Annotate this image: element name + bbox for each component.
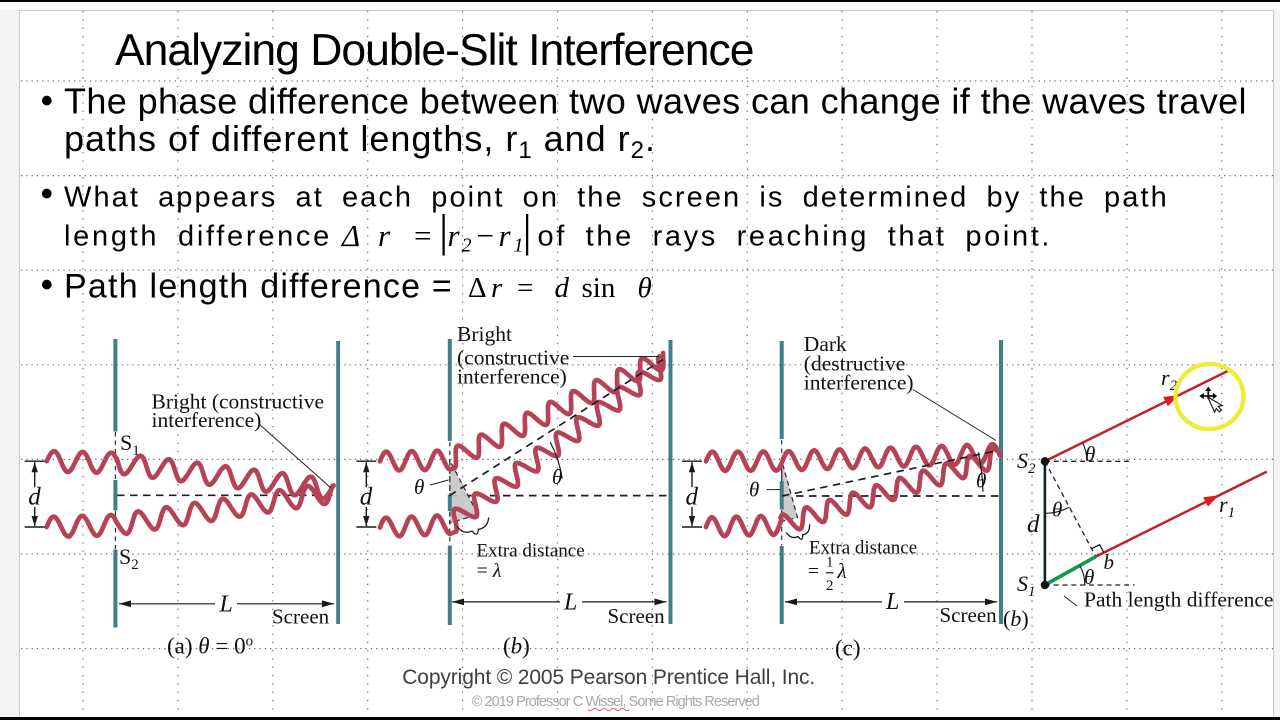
- svg-text:d: d: [686, 484, 699, 511]
- svg-text:Bright: Bright: [457, 322, 512, 346]
- svg-text:θ: θ: [552, 465, 562, 489]
- svg-text:=: =: [414, 218, 431, 253]
- svg-text:Copyright © 2005 Pearson Prent: Copyright © 2005 Pearson Prentice Hall, …: [402, 666, 815, 689]
- svg-text:θ: θ: [414, 475, 424, 499]
- svg-text:L: L: [219, 592, 233, 618]
- svg-text:Analyzing Double-Slit Interfer: Analyzing Double-Slit Interference: [115, 26, 753, 75]
- svg-text:b: b: [1104, 550, 1115, 574]
- svg-text:of the rays reaching that poin: of the rays reaching that point.: [538, 221, 1053, 253]
- svg-text:−: −: [477, 218, 494, 253]
- svg-text:•: •: [41, 80, 54, 121]
- svg-text:The phase difference between t: The phase difference between two waves c…: [64, 81, 1247, 122]
- svg-text:d: d: [555, 272, 570, 304]
- svg-text:1: 1: [514, 235, 524, 257]
- svg-text:d: d: [360, 484, 373, 511]
- svg-text:|: |: [523, 205, 532, 256]
- svg-text:r: r: [448, 218, 461, 253]
- svg-text:θ: θ: [1085, 442, 1095, 466]
- svg-text:|: |: [439, 205, 448, 256]
- svg-text:paths of different lengths, r1: paths of different lengths, r1 and r2.: [64, 118, 656, 164]
- svg-text:(b): (b): [1003, 606, 1029, 631]
- svg-text:•: •: [41, 173, 54, 214]
- svg-text:(b): (b): [503, 634, 530, 659]
- svg-text:θ: θ: [638, 272, 652, 304]
- svg-text:sin: sin: [582, 272, 616, 304]
- svg-text:Extra distance: Extra distance: [477, 541, 585, 562]
- svg-text:Dark: Dark: [804, 332, 847, 356]
- svg-text:λ: λ: [837, 559, 847, 583]
- svg-text:L: L: [885, 589, 899, 615]
- svg-text:Δ: Δ: [468, 272, 487, 304]
- svg-text:Path length difference: Path length difference: [1084, 588, 1273, 612]
- svg-text:Screen: Screen: [940, 603, 998, 627]
- svg-text:length difference: length difference: [64, 221, 332, 253]
- svg-text:=: =: [517, 272, 533, 304]
- svg-text:Extra distance: Extra distance: [809, 538, 917, 559]
- svg-text:1: 1: [826, 555, 834, 571]
- svg-text:•: •: [41, 264, 54, 305]
- svg-text:(a) θ = 0o: (a) θ = 0o: [167, 634, 253, 659]
- svg-text:θ: θ: [976, 469, 986, 493]
- svg-text:(constructive: (constructive: [457, 346, 569, 370]
- svg-text:L: L: [563, 590, 577, 616]
- svg-text:r: r: [491, 272, 503, 304]
- svg-text:© 2019 Professor C Wissel, Som: © 2019 Professor C Wissel, Some Rights R…: [472, 694, 760, 710]
- svg-text:r: r: [499, 218, 512, 253]
- svg-text:= λ: = λ: [477, 560, 502, 582]
- svg-text:θ: θ: [1084, 565, 1094, 589]
- svg-text:Δ: Δ: [340, 218, 360, 253]
- svg-text:Screen: Screen: [272, 605, 330, 629]
- svg-text:(destructive: (destructive: [804, 352, 906, 376]
- svg-text:Screen: Screen: [608, 604, 666, 628]
- svg-text:What appears at each point on: What appears at each point on the screen…: [64, 182, 1169, 214]
- svg-text:d: d: [28, 484, 41, 511]
- svg-text:interference): interference): [457, 365, 567, 389]
- svg-text:Path length difference =: Path length difference =: [64, 268, 453, 306]
- svg-text:2: 2: [462, 235, 472, 257]
- svg-text:θ: θ: [749, 478, 759, 502]
- svg-text:interference): interference): [152, 408, 262, 432]
- svg-text:interference): interference): [804, 371, 914, 395]
- svg-text:θ: θ: [1052, 498, 1062, 522]
- svg-text:(c): (c): [835, 636, 861, 661]
- svg-text:r: r: [378, 218, 391, 253]
- svg-text:=: =: [808, 561, 819, 583]
- svg-text:d: d: [1027, 511, 1040, 538]
- svg-text:Bright (constructive: Bright (constructive: [152, 390, 325, 414]
- svg-text:2: 2: [826, 578, 834, 594]
